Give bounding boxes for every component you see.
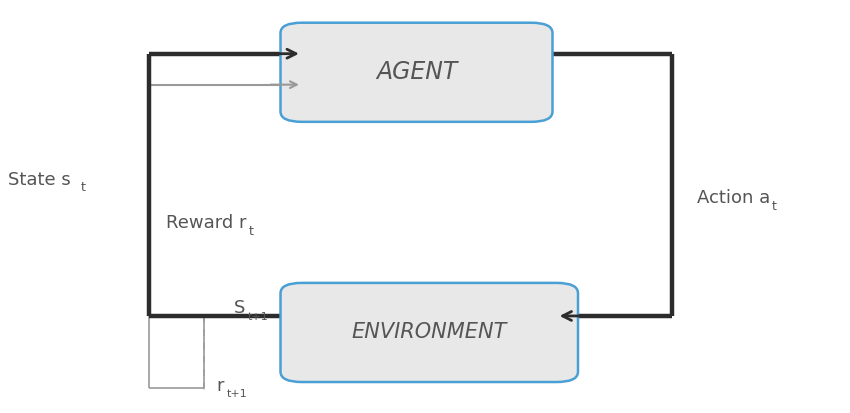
Text: ENVIRONMENT: ENVIRONMENT xyxy=(352,323,507,342)
Text: S: S xyxy=(234,299,245,317)
Text: t: t xyxy=(81,181,86,195)
Text: t+1: t+1 xyxy=(227,389,247,399)
Text: State s: State s xyxy=(8,171,71,189)
Text: Reward r: Reward r xyxy=(166,214,246,232)
Text: AGENT: AGENT xyxy=(376,60,457,84)
FancyBboxPatch shape xyxy=(280,283,578,382)
FancyBboxPatch shape xyxy=(280,23,552,122)
Text: r: r xyxy=(217,377,224,395)
Text: Action a: Action a xyxy=(697,189,770,207)
Text: t: t xyxy=(249,225,254,238)
Text: t+1: t+1 xyxy=(247,312,268,322)
Text: t: t xyxy=(772,200,777,213)
